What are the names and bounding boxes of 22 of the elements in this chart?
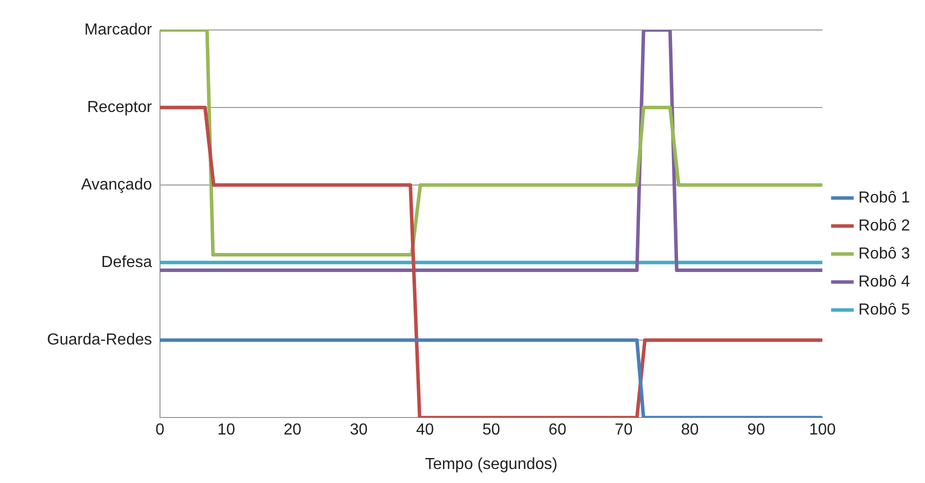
x-tick-label: 60: [548, 422, 566, 439]
legend-label: Robô 2: [858, 217, 910, 234]
legend-label: Robô 1: [858, 189, 910, 206]
x-tick-label: 80: [681, 422, 699, 439]
legend-label: Robô 5: [858, 301, 910, 318]
x-tick-label: 30: [350, 422, 368, 439]
x-tick-label: 40: [416, 422, 434, 439]
x-tick-label: 90: [747, 422, 766, 439]
text: Marcador: [84, 21, 153, 38]
x-axis-title: Tempo (segundos): [424, 456, 558, 473]
legend-label: Robô 3: [858, 245, 910, 262]
x-tick-label: 100: [809, 422, 836, 439]
x-tick-label: 0: [156, 422, 165, 439]
x-tick-label: 50: [482, 422, 500, 439]
x-tick-label: 70: [614, 422, 633, 439]
text: Avançado: [81, 176, 152, 194]
x-tick-label: 10: [217, 422, 236, 439]
text: Defesa: [101, 254, 152, 271]
text: Receptor: [87, 98, 153, 116]
legend-label: Robô 4: [858, 273, 910, 290]
x-tick-label: 20: [284, 422, 302, 439]
text: Guarda-Redes: [47, 331, 152, 348]
